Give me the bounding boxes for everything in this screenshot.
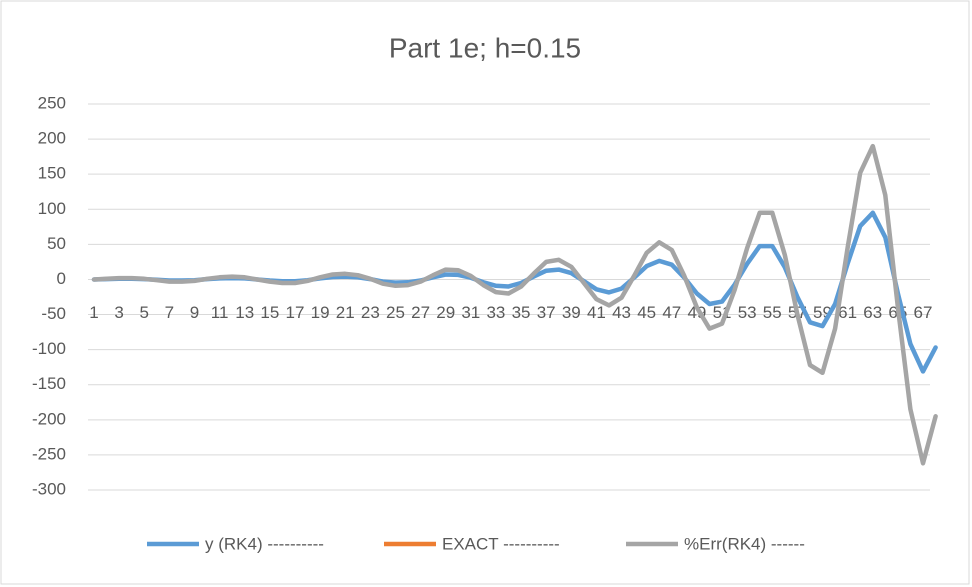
y-tick-label: 250	[38, 93, 66, 112]
y-tick-label: -300	[32, 479, 66, 498]
y-tick-label: 200	[38, 129, 66, 148]
x-tick-label: 67	[914, 303, 933, 322]
x-tick-label: 19	[311, 303, 330, 322]
x-tick-label: 39	[562, 303, 581, 322]
x-tick-label: 3	[114, 303, 123, 322]
legend-label: %Err(RK4) ------	[684, 534, 805, 553]
x-tick-label: 9	[190, 303, 199, 322]
x-tick-label: 45	[637, 303, 656, 322]
y-tick-label: -100	[32, 339, 66, 358]
x-tick-label: 25	[386, 303, 405, 322]
x-tick-label: 17	[286, 303, 305, 322]
x-tick-label: 1	[89, 303, 98, 322]
legend-label: EXACT ----------	[442, 534, 560, 553]
x-tick-label: 27	[411, 303, 430, 322]
x-tick-label: 61	[838, 303, 857, 322]
x-tick-label: 11	[211, 303, 229, 322]
x-tick-label: 47	[662, 303, 681, 322]
y-tick-label: -50	[41, 304, 66, 323]
x-tick-label: 5	[140, 303, 149, 322]
series-line	[91, 143, 938, 466]
x-tick-label: 31	[461, 303, 480, 322]
y-tick-label: -200	[32, 409, 66, 428]
x-tick-label: 23	[361, 303, 380, 322]
y-tick-label: -150	[32, 374, 66, 393]
x-tick-label: 55	[763, 303, 782, 322]
x-tick-label: 13	[235, 303, 254, 322]
x-tick-label: 7	[165, 303, 174, 322]
x-tick-label: 15	[260, 303, 279, 322]
y-tick-label: 0	[57, 269, 66, 288]
x-tick-label: 63	[863, 303, 882, 322]
x-tick-label: 21	[336, 303, 355, 322]
x-tick-label: 35	[512, 303, 531, 322]
y-tick-label: -250	[32, 444, 66, 463]
x-tick-label: 29	[436, 303, 455, 322]
x-tick-label: 33	[486, 303, 505, 322]
x-tick-label: 41	[587, 303, 606, 322]
x-tick-label: 53	[738, 303, 757, 322]
y-tick-label: 50	[47, 234, 66, 253]
chart-title: Part 1e; h=0.15	[389, 32, 581, 63]
x-tick-label: 43	[612, 303, 631, 322]
x-tick-label: 37	[537, 303, 556, 322]
y-tick-label: 100	[38, 199, 66, 218]
legend-label: y (RK4) ----------	[205, 534, 324, 553]
y-tick-label: 150	[38, 164, 66, 183]
